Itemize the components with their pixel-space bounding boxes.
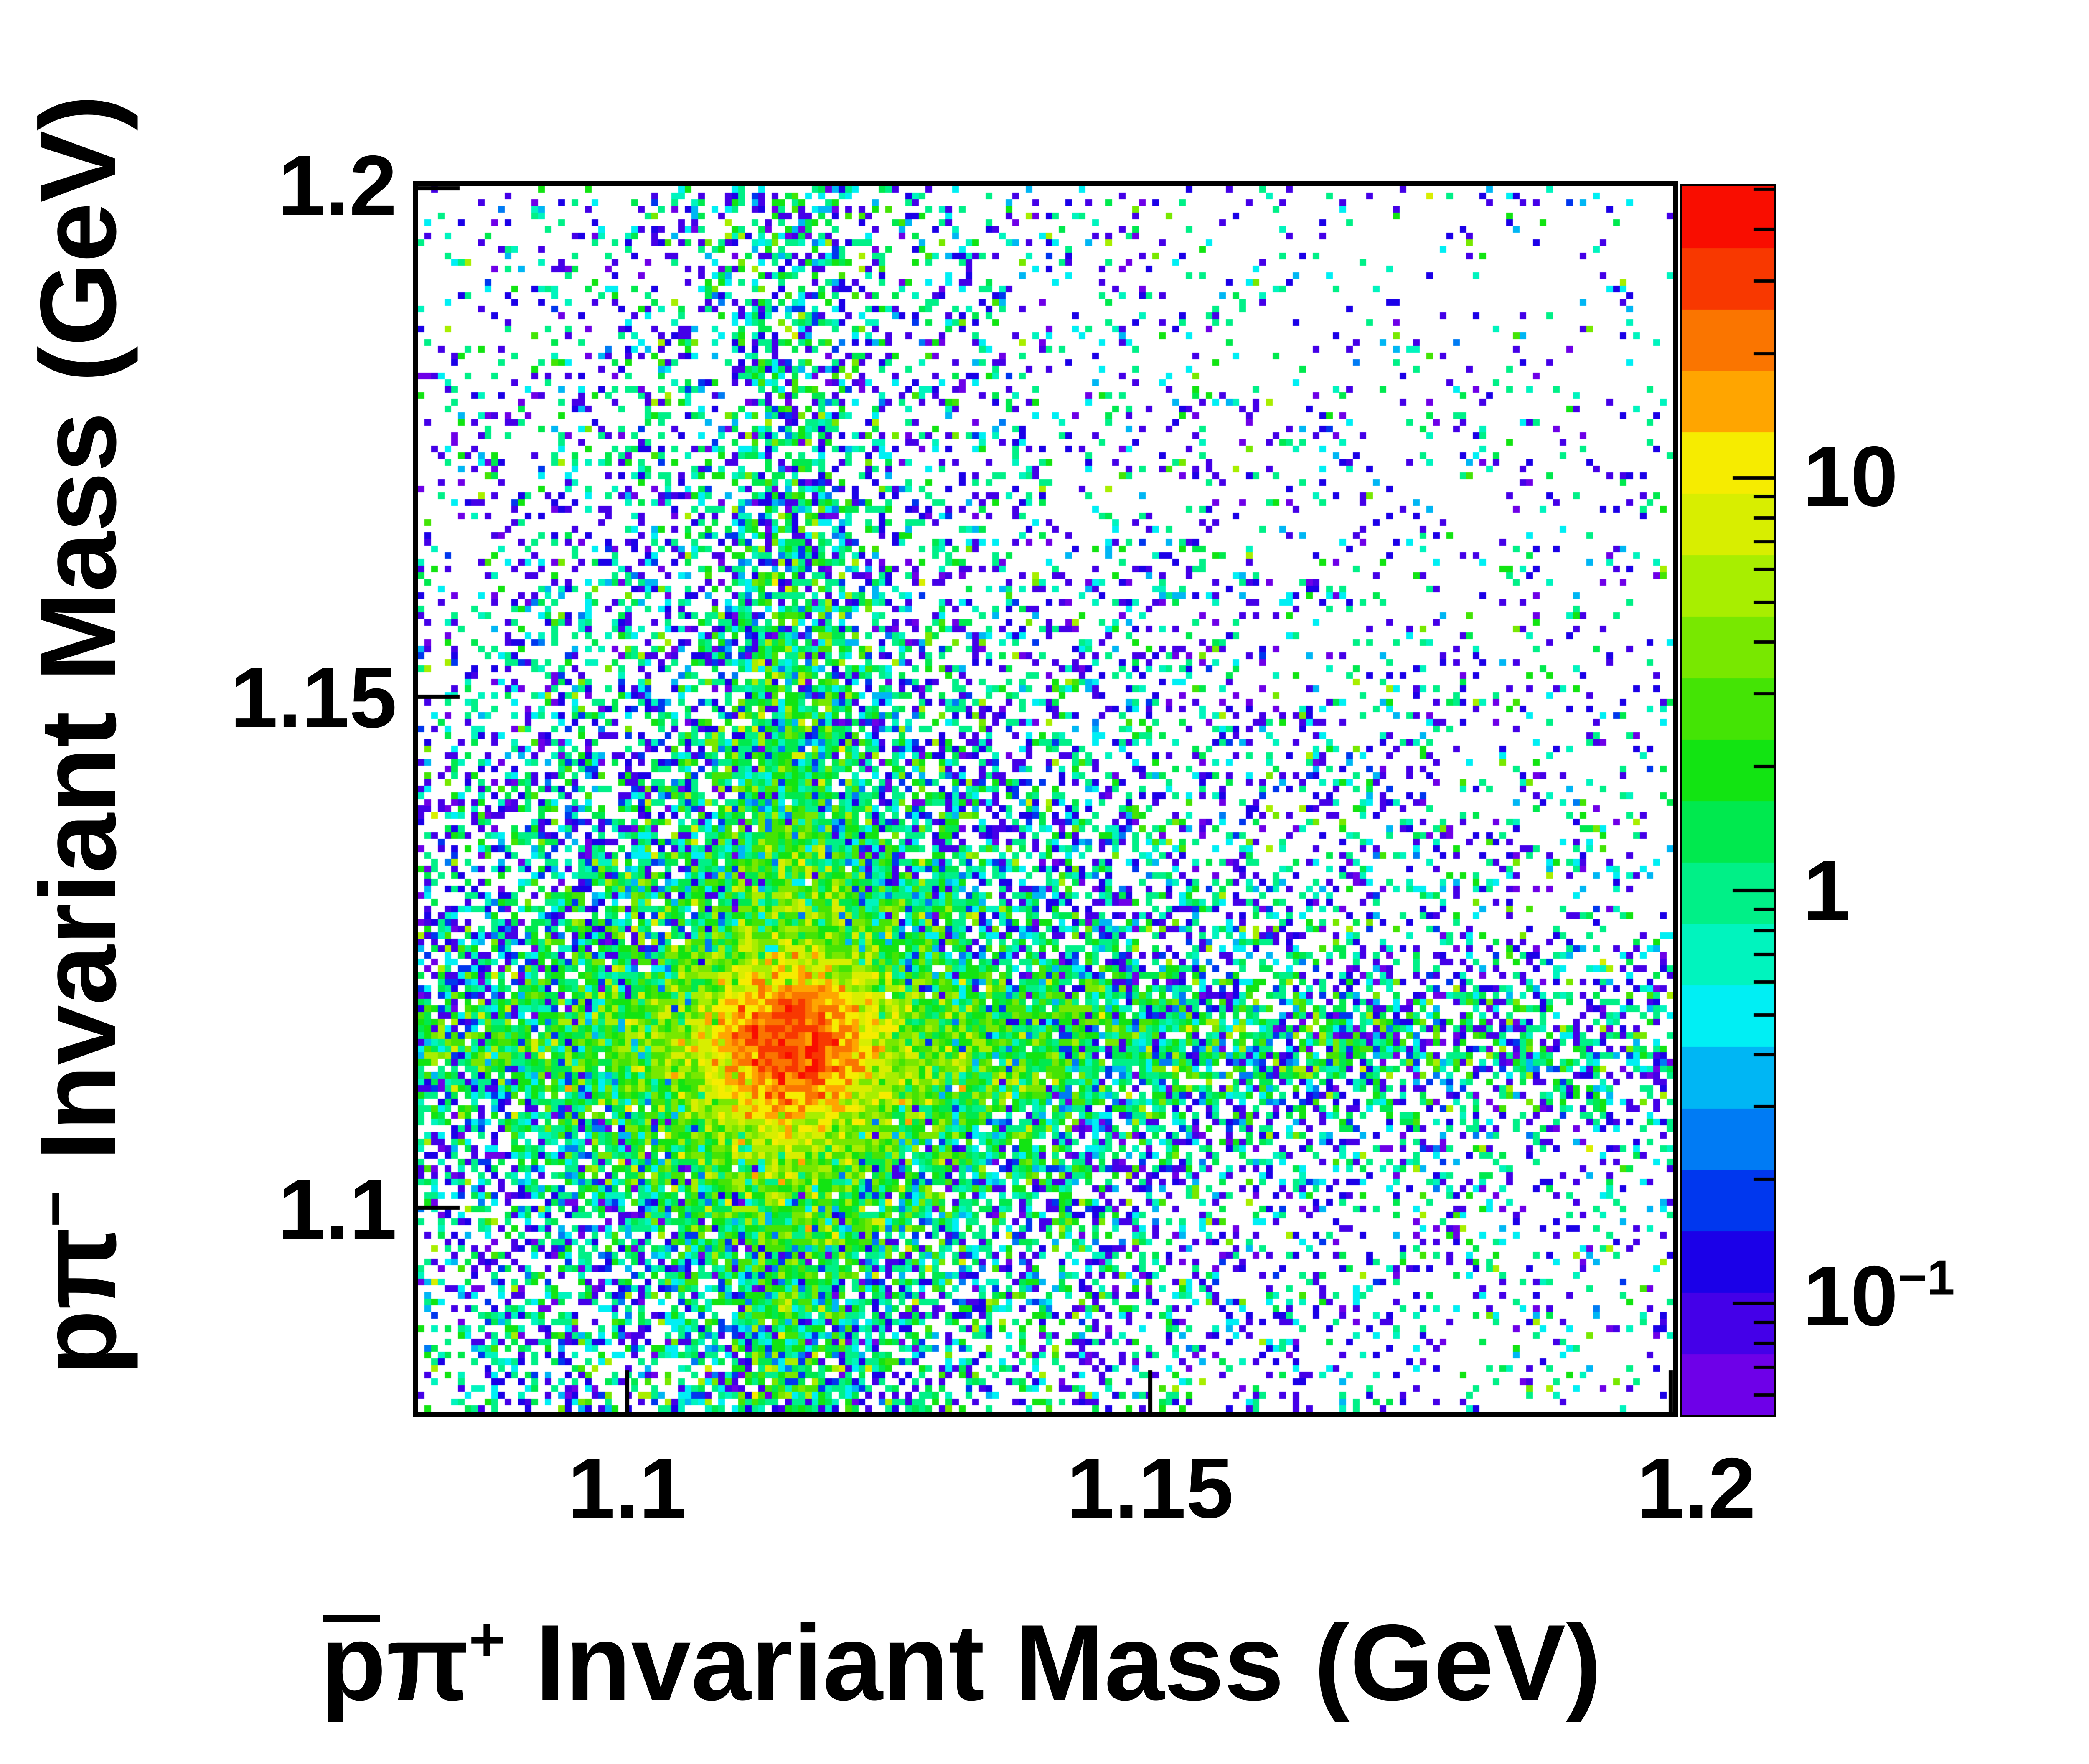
x-axis-title: pπ+ Invariant Mass (GeV) xyxy=(230,1606,1692,1719)
z-label-0.1-sup: −1 xyxy=(1898,1250,1955,1306)
y-title-rest: Invariant Mass (GeV) xyxy=(18,94,138,1191)
plot-frame xyxy=(413,181,1678,1417)
colorbar-canvas xyxy=(1682,186,1774,1415)
x-tick-label-1.15: 1.15 xyxy=(1067,1440,1234,1536)
z-label-10-base: 10 xyxy=(1803,429,1898,524)
z-label-1-base: 1 xyxy=(1803,843,1851,939)
y-tick-label-1.2: 1.2 xyxy=(278,138,397,234)
x-title-charge-sup: + xyxy=(468,1604,506,1675)
x-title-rest: Invariant Mass (GeV) xyxy=(505,1602,1602,1723)
z-tick-label-0.1: 10−1 xyxy=(1803,1253,2079,1339)
y-title-p: p xyxy=(18,1310,138,1376)
z-label-0.1-base: 10 xyxy=(1803,1248,1898,1344)
y-tick-label-1.15: 1.15 xyxy=(230,650,397,746)
y-title-charge-sup: − xyxy=(20,1190,90,1228)
z-tick-label-1: 1 xyxy=(1803,848,2079,934)
x-tick-label-1.2: 1.2 xyxy=(1637,1440,1756,1536)
x-tick-label-1.1: 1.1 xyxy=(567,1440,687,1536)
colorbar xyxy=(1680,184,1776,1417)
heatmap-canvas xyxy=(418,186,1673,1412)
x-title-pi: π xyxy=(386,1602,469,1723)
x-title-pbar: p xyxy=(320,1602,386,1723)
y-tick-label-1.1: 1.1 xyxy=(278,1161,397,1257)
z-tick-label-10: 10 xyxy=(1803,434,2079,519)
